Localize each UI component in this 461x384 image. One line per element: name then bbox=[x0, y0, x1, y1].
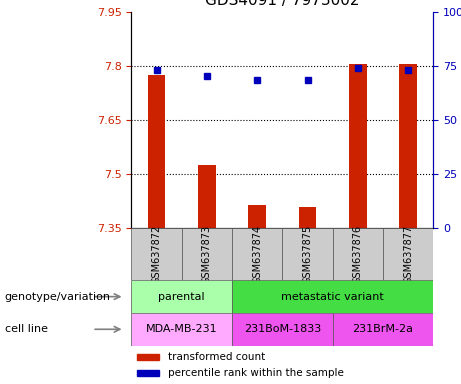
Bar bbox=[282, 228, 333, 280]
Bar bbox=[131, 280, 232, 313]
Title: GDS4091 / 7973002: GDS4091 / 7973002 bbox=[205, 0, 360, 8]
Bar bbox=[399, 64, 417, 228]
Bar bbox=[232, 313, 333, 346]
Bar bbox=[383, 228, 433, 280]
Text: percentile rank within the sample: percentile rank within the sample bbox=[168, 368, 343, 378]
Text: 231BrM-2a: 231BrM-2a bbox=[353, 324, 414, 334]
Text: metastatic variant: metastatic variant bbox=[281, 291, 384, 302]
Bar bbox=[248, 205, 266, 228]
Text: GSM637874: GSM637874 bbox=[252, 225, 262, 284]
Text: genotype/variation: genotype/variation bbox=[5, 291, 111, 302]
Text: MDA-MB-231: MDA-MB-231 bbox=[146, 324, 218, 334]
Bar bbox=[148, 75, 165, 228]
Bar bbox=[333, 228, 383, 280]
Text: GSM637872: GSM637872 bbox=[152, 225, 161, 284]
Text: GSM637875: GSM637875 bbox=[302, 225, 313, 284]
Text: GSM637873: GSM637873 bbox=[202, 225, 212, 284]
Bar bbox=[182, 228, 232, 280]
Text: GSM637876: GSM637876 bbox=[353, 225, 363, 284]
Text: parental: parental bbox=[159, 291, 205, 302]
Text: cell line: cell line bbox=[5, 324, 47, 334]
Bar bbox=[131, 228, 182, 280]
Bar bbox=[131, 313, 232, 346]
Bar bbox=[137, 370, 159, 376]
Bar bbox=[299, 207, 316, 228]
Bar bbox=[232, 280, 433, 313]
Bar bbox=[349, 64, 366, 228]
Text: 231BoM-1833: 231BoM-1833 bbox=[244, 324, 321, 334]
Text: transformed count: transformed count bbox=[168, 352, 265, 362]
Bar bbox=[232, 228, 282, 280]
Bar bbox=[333, 313, 433, 346]
Bar bbox=[137, 354, 159, 360]
Text: GSM637877: GSM637877 bbox=[403, 225, 413, 284]
Bar bbox=[198, 165, 216, 228]
